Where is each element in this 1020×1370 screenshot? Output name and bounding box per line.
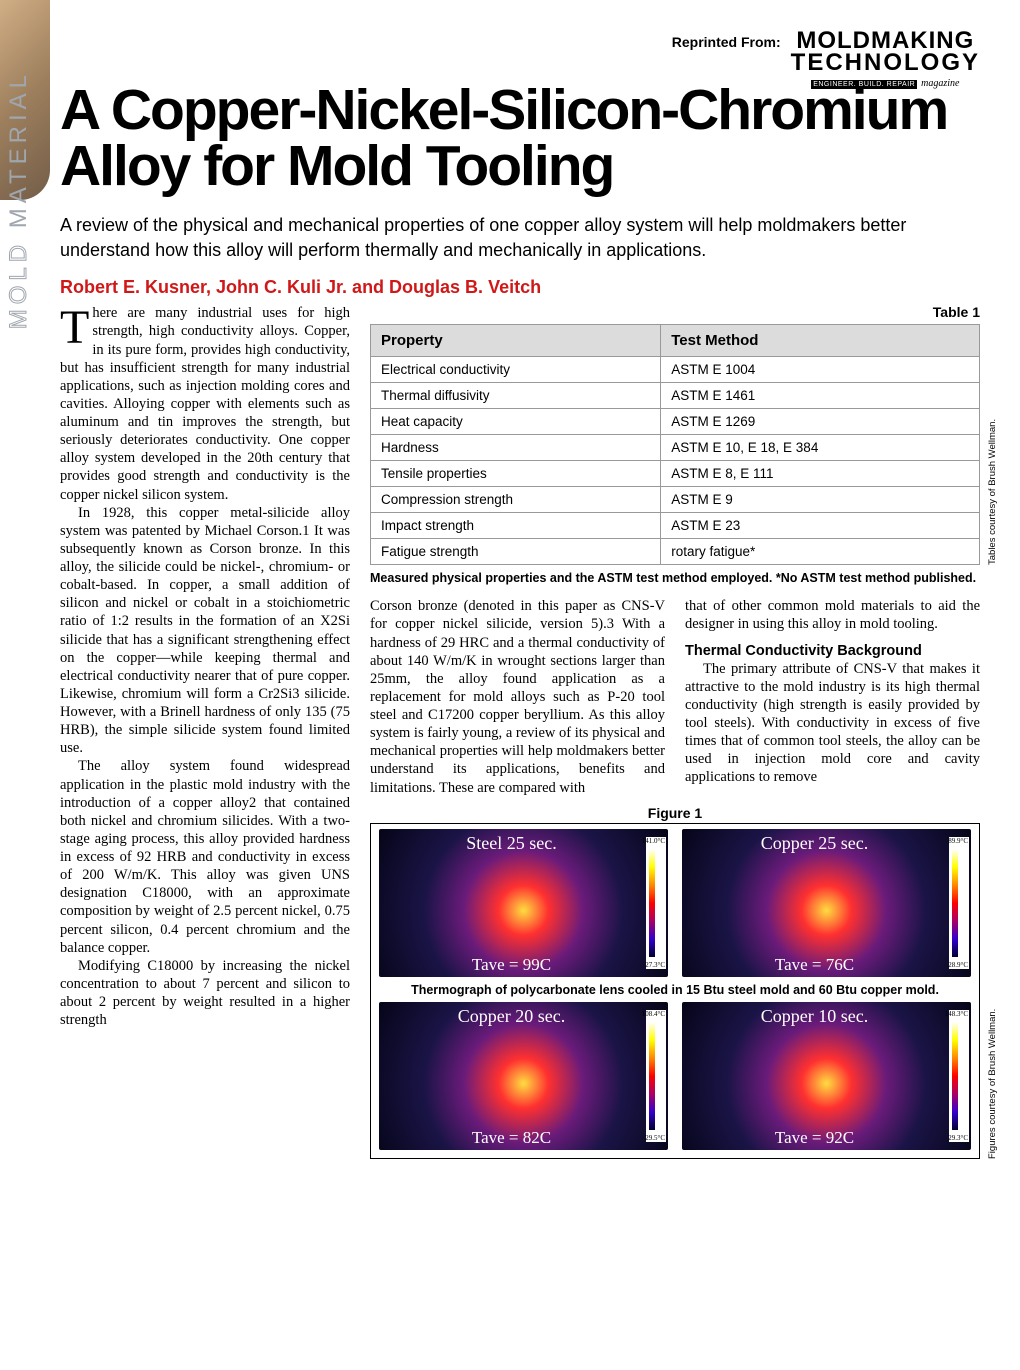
right-column-block: Table 1 Property Test Method Electrical …: [370, 304, 980, 1158]
table-row: Heat capacityASTM E 1269: [371, 409, 980, 435]
table-header-method: Test Method: [661, 325, 980, 357]
table-row: HardnessASTM E 10, E 18, E 384: [371, 435, 980, 461]
reprint-label: Reprinted From:: [672, 30, 781, 50]
panel-title: Steel 25 sec.: [379, 833, 644, 854]
column-1: There are many industrial uses for high …: [60, 304, 350, 1158]
table-1-caption: Measured physical properties and the AST…: [370, 571, 980, 585]
dropcap: T: [60, 304, 92, 347]
middle-two-columns: Corson bronze (denoted in this paper as …: [370, 597, 980, 796]
colorbar-top: 89.9°C: [948, 837, 968, 845]
table-row: Tensile propertiesASTM E 8, E 111: [371, 461, 980, 487]
panel-title: Copper 25 sec.: [682, 833, 947, 854]
figure-1: Steel 25 sec. Tave = 99C 141.0°C 27.3°C …: [370, 823, 980, 1159]
figure-row-2: Copper 20 sec. Tave = 82C 108.4°C 29.5°C…: [379, 1002, 971, 1150]
article-authors: Robert E. Kusner, John C. Kuli Jr. and D…: [60, 277, 980, 298]
figure-credit: Figures courtesy of Brush Wellman.: [987, 959, 998, 1159]
body-p4: Modifying C18000 by increasing the nicke…: [60, 957, 350, 1030]
thermograph-panel-1: Copper 25 sec. Tave = 76C 89.9°C 28.9°C: [682, 829, 971, 977]
section-heading-thermal: Thermal Conductivity Background: [685, 642, 980, 660]
column-2: Corson bronze (denoted in this paper as …: [370, 597, 665, 796]
colorbar: 89.9°C 28.9°C: [949, 837, 969, 969]
article-subtitle: A review of the physical and mechanical …: [60, 213, 980, 263]
table-row: Impact strengthASTM E 23: [371, 513, 980, 539]
body-p1: There are many industrial uses for high …: [60, 304, 350, 503]
colorbar: 108.4°C 29.5°C: [646, 1010, 666, 1142]
body-p3: The alloy system found widespread applic…: [60, 757, 350, 956]
colorbar-top: 148.3°C: [945, 1010, 968, 1018]
colorbar-gradient: [649, 1022, 655, 1130]
panel-title: Copper 10 sec.: [682, 1006, 947, 1027]
vertical-label-material: MATERIAL: [5, 70, 32, 228]
vertical-label-mold: MOLD: [5, 240, 32, 329]
colorbar-top: 108.4°C: [642, 1010, 665, 1018]
colorbar: 141.0°C 27.3°C: [646, 837, 666, 969]
table-header-property: Property: [371, 325, 661, 357]
body-col2a: Corson bronze (denoted in this paper as …: [370, 597, 665, 796]
panel-title: Copper 20 sec.: [379, 1006, 644, 1027]
body-p1-text: here are many industrial uses for high s…: [60, 305, 350, 502]
table-row: Electrical conductivityASTM E 1004: [371, 357, 980, 383]
table-1-label: Table 1: [370, 304, 980, 320]
colorbar-bot: 28.9°C: [948, 961, 968, 969]
section-vertical-label: MOLD MATERIAL: [5, 70, 33, 329]
table-body: Electrical conductivityASTM E 1004 Therm…: [371, 357, 980, 565]
table-credit: Tables courtesy of Brush Wellman.: [987, 364, 998, 565]
colorbar-gradient: [952, 849, 958, 957]
thermograph-panel-3: Copper 10 sec. Tave = 92C 148.3°C 29.3°C: [682, 1002, 971, 1150]
panel-tave: Tave = 99C: [379, 955, 644, 975]
colorbar-gradient: [952, 1022, 958, 1130]
colorbar-bot: 27.3°C: [645, 961, 665, 969]
colorbar-top: 141.0°C: [642, 837, 665, 845]
panel-tave: Tave = 76C: [682, 955, 947, 975]
body-col3a: that of other common mold materials to a…: [685, 597, 980, 633]
panel-tave: Tave = 92C: [682, 1128, 947, 1148]
thermograph-panel-0: Steel 25 sec. Tave = 99C 141.0°C 27.3°C: [379, 829, 668, 977]
figure-1-caption: Thermograph of polycarbonate lens cooled…: [379, 983, 971, 997]
table-row: Thermal diffusivityASTM E 1461: [371, 383, 980, 409]
figure-row-1: Steel 25 sec. Tave = 99C 141.0°C 27.3°C …: [379, 829, 971, 977]
colorbar-gradient: [649, 849, 655, 957]
article-title: A Copper-Nickel-Silicon-Chromium Alloy f…: [60, 83, 980, 195]
brand-line-2: TECHNOLOGY: [791, 52, 980, 74]
figure-1-label: Figure 1: [370, 805, 980, 821]
column-3: that of other common mold materials to a…: [685, 597, 980, 796]
properties-table: Property Test Method Electrical conducti…: [370, 324, 980, 565]
body-p2: In 1928, this copper metal-silicide allo…: [60, 504, 350, 758]
table-row: Fatigue strengthrotary fatigue*: [371, 539, 980, 565]
main-content: There are many industrial uses for high …: [60, 304, 980, 1158]
table-row: Compression strengthASTM E 9: [371, 487, 980, 513]
panel-tave: Tave = 82C: [379, 1128, 644, 1148]
colorbar: 148.3°C 29.3°C: [949, 1010, 969, 1142]
colorbar-bot: 29.5°C: [645, 1134, 665, 1142]
thermograph-panel-2: Copper 20 sec. Tave = 82C 108.4°C 29.5°C: [379, 1002, 668, 1150]
body-col3b: The primary attribute of CNS-V that make…: [685, 660, 980, 787]
colorbar-bot: 29.3°C: [948, 1134, 968, 1142]
